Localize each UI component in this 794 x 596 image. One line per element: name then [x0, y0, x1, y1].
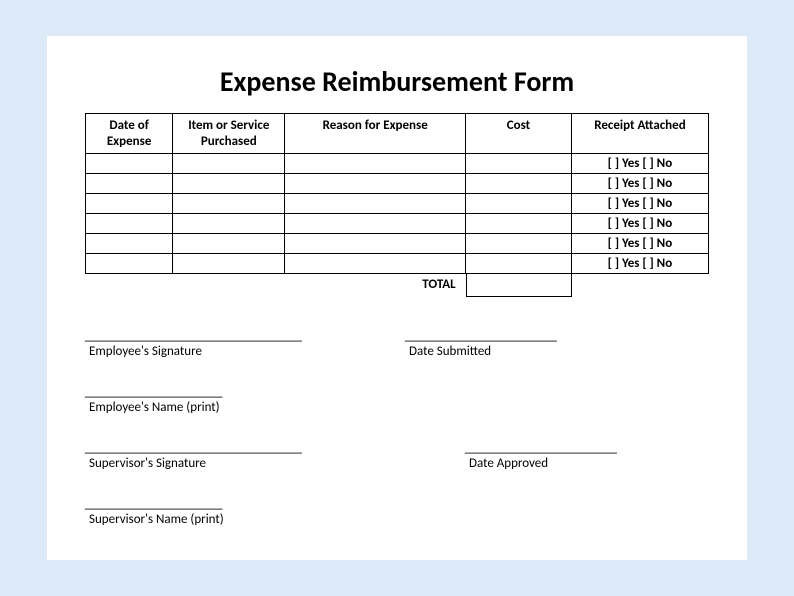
cell-date[interactable] — [86, 254, 173, 274]
employee-signature-block: ______________________________ Employee'… — [85, 327, 365, 359]
total-box[interactable] — [466, 273, 572, 297]
total-label: TOTAL — [85, 273, 466, 297]
expense-table: Date of Expense Item or Service Purchase… — [85, 113, 709, 274]
total-row: TOTAL — [85, 273, 709, 297]
cell-receipt[interactable]: [ ] Yes [ ] No — [571, 154, 708, 174]
signature-line[interactable]: _____________________ — [465, 439, 617, 454]
cell-receipt[interactable]: [ ] Yes [ ] No — [571, 214, 708, 234]
cell-reason[interactable] — [285, 194, 466, 214]
cell-cost[interactable] — [466, 254, 572, 274]
cell-reason[interactable] — [285, 174, 466, 194]
cell-item[interactable] — [173, 254, 285, 274]
table-row[interactable]: [ ] Yes [ ] No — [86, 174, 709, 194]
cell-cost[interactable] — [466, 174, 572, 194]
table-row[interactable]: [ ] Yes [ ] No — [86, 214, 709, 234]
cell-item[interactable] — [173, 234, 285, 254]
table-row[interactable]: [ ] Yes [ ] No — [86, 154, 709, 174]
col-header-item: Item or Service Purchased — [173, 114, 285, 154]
signature-line[interactable]: ______________________________ — [85, 439, 365, 454]
date-approved-label: Date Approved — [465, 456, 617, 471]
cell-reason[interactable] — [285, 214, 466, 234]
table-row[interactable]: [ ] Yes [ ] No — [86, 234, 709, 254]
date-submitted-block: _____________________ Date Submitted — [405, 327, 557, 359]
table-row[interactable]: [ ] Yes [ ] No — [86, 254, 709, 274]
cell-receipt[interactable]: [ ] Yes [ ] No — [571, 234, 708, 254]
date-approved-block: _____________________ Date Approved — [465, 439, 617, 471]
cell-item[interactable] — [173, 154, 285, 174]
form-page: Expense Reimbursement Form Date of Expen… — [47, 36, 747, 560]
cell-date[interactable] — [86, 194, 173, 214]
supervisor-signature-label: Supervisor's Signature — [85, 456, 365, 471]
cell-reason[interactable] — [285, 154, 466, 174]
table-row[interactable]: [ ] Yes [ ] No — [86, 194, 709, 214]
col-header-reason: Reason for Expense — [285, 114, 466, 154]
date-submitted-label: Date Submitted — [405, 344, 557, 359]
cell-date[interactable] — [86, 234, 173, 254]
signature-line[interactable]: ______________________________ — [85, 327, 365, 342]
form-title: Expense Reimbursement Form — [85, 64, 709, 99]
sig-row-supervisor: ______________________________ Superviso… — [85, 439, 709, 471]
cell-receipt[interactable]: [ ] Yes [ ] No — [571, 194, 708, 214]
signature-line[interactable]: ___________________ — [85, 495, 709, 510]
employee-name-label: Employee's Name (print) — [85, 400, 709, 415]
col-header-date: Date of Expense — [86, 114, 173, 154]
supervisor-signature-block: ______________________________ Superviso… — [85, 439, 365, 471]
table-body: [ ] Yes [ ] No [ ] Yes [ ] No [ ] Yes [ … — [86, 154, 709, 274]
cell-receipt[interactable]: [ ] Yes [ ] No — [571, 174, 708, 194]
cell-reason[interactable] — [285, 234, 466, 254]
supervisor-name-label: Supervisor's Name (print) — [85, 512, 709, 527]
employee-signature-label: Employee's Signature — [85, 344, 365, 359]
cell-cost[interactable] — [466, 154, 572, 174]
signature-section: ______________________________ Employee'… — [85, 327, 709, 527]
cell-cost[interactable] — [466, 214, 572, 234]
employee-name-block: ___________________ Employee's Name (pri… — [85, 383, 709, 415]
cell-receipt[interactable]: [ ] Yes [ ] No — [571, 254, 708, 274]
table-header-row: Date of Expense Item or Service Purchase… — [86, 114, 709, 154]
signature-line[interactable]: ___________________ — [85, 383, 709, 398]
cell-item[interactable] — [173, 194, 285, 214]
supervisor-name-block: ___________________ Supervisor's Name (p… — [85, 495, 709, 527]
cell-cost[interactable] — [466, 234, 572, 254]
cell-date[interactable] — [86, 154, 173, 174]
cell-reason[interactable] — [285, 254, 466, 274]
col-header-cost: Cost — [466, 114, 572, 154]
signature-line[interactable]: _____________________ — [405, 327, 557, 342]
cell-date[interactable] — [86, 214, 173, 234]
cell-cost[interactable] — [466, 194, 572, 214]
cell-item[interactable] — [173, 174, 285, 194]
cell-date[interactable] — [86, 174, 173, 194]
col-header-receipt: Receipt Attached — [571, 114, 708, 154]
sig-row-employee: ______________________________ Employee'… — [85, 327, 709, 359]
cell-item[interactable] — [173, 214, 285, 234]
